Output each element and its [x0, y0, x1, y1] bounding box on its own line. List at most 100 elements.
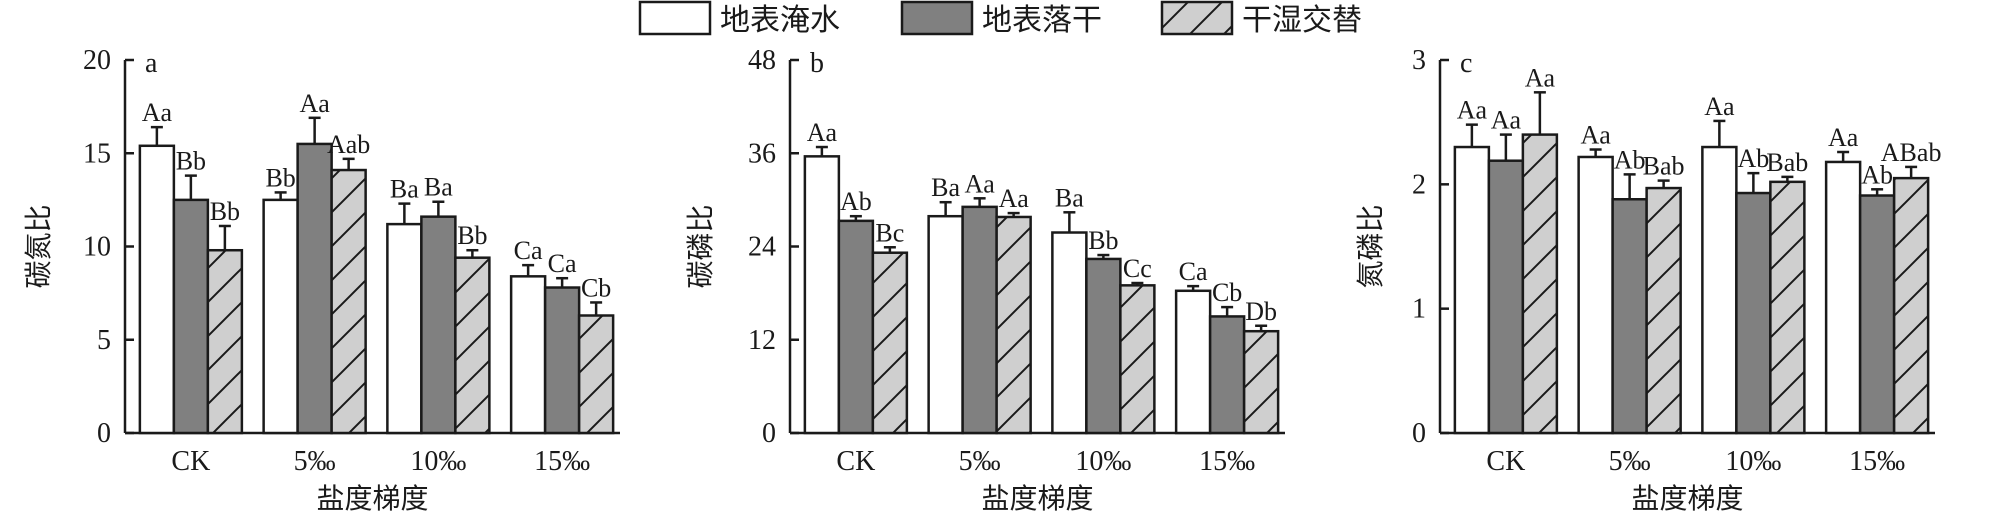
x-axis-title: 盐度梯度 [316, 482, 428, 515]
bar [871, 251, 909, 435]
significance-label: Aa [964, 169, 995, 198]
significance-label: Ba [424, 173, 453, 202]
y-axis-title: 氮磷比 [1354, 204, 1387, 288]
x-tick-label: 15‰ [1199, 446, 1255, 477]
significance-label: Ab [1614, 145, 1646, 174]
significance-label: Ab [840, 187, 872, 216]
bar [927, 214, 964, 435]
x-axis-title: 盐度梯度 [981, 482, 1093, 515]
y-tick-label: 3 [1412, 45, 1426, 76]
bar [1858, 194, 1896, 435]
significance-label: Aa [299, 89, 330, 118]
y-tick-label: 20 [83, 45, 111, 76]
bar [1085, 257, 1122, 435]
significance-label: Aa [1580, 121, 1611, 150]
y-tick-label: 2 [1412, 169, 1426, 200]
significance-label: Cb [581, 273, 611, 302]
bar [1611, 198, 1648, 435]
bar [138, 144, 176, 435]
y-axis-title: 碳磷比 [684, 204, 717, 288]
panel-letter: b [810, 48, 824, 79]
y-tick-label: 5 [97, 325, 111, 356]
y-tick-label: 10 [83, 232, 111, 263]
x-tick-label: 5‰ [294, 446, 336, 477]
bar [1051, 231, 1088, 435]
bar [1892, 176, 1930, 435]
x-tick-label: 15‰ [534, 446, 590, 477]
significance-label: Aa [142, 98, 173, 127]
bar [995, 215, 1032, 435]
bar [1701, 145, 1738, 435]
legend: 地表淹水 地表落干 干湿交替 [638, 0, 1362, 38]
x-tick-label: 10‰ [1725, 446, 1781, 477]
significance-label: Ba [390, 175, 419, 204]
legend-swatch-drying [900, 0, 974, 36]
y-axis-title: 碳氮比 [22, 204, 55, 288]
bar [1208, 315, 1246, 435]
bar [1521, 133, 1559, 435]
significance-label: Bb [1088, 226, 1118, 255]
x-axis-title: 盐度梯度 [1631, 482, 1743, 515]
significance-label: Aa [998, 184, 1029, 213]
y-tick-label: 48 [748, 45, 776, 76]
y-tick-label: 36 [748, 138, 776, 169]
y-tick-label: 12 [748, 325, 776, 356]
legend-item-alternating: 干湿交替 [1160, 0, 1362, 38]
legend-item-flooding: 地表淹水 [638, 0, 840, 38]
legend-label-flooding: 地表淹水 [720, 3, 840, 38]
bar [1119, 284, 1156, 435]
significance-label: Bab [1643, 152, 1685, 181]
significance-label: Aa [807, 118, 838, 147]
bar [172, 198, 210, 435]
bar [296, 142, 333, 435]
significance-label: Aa [1704, 92, 1735, 121]
bar [1769, 180, 1806, 435]
significance-label: Aa [1457, 96, 1488, 125]
bar [1242, 329, 1280, 435]
significance-label: Aa [1828, 123, 1859, 152]
significance-label: Aab [327, 130, 370, 159]
bar [262, 198, 299, 435]
x-tick-label: CK [836, 446, 875, 477]
bar [1174, 289, 1212, 435]
bar [577, 314, 615, 435]
x-tick-label: 5‰ [1609, 446, 1651, 477]
significance-label: Bb [176, 147, 206, 176]
x-tick-label: 10‰ [1075, 446, 1131, 477]
bar [330, 168, 367, 435]
y-tick-label: 0 [97, 418, 111, 449]
legend-label-alternating: 干湿交替 [1242, 3, 1362, 38]
y-tick-label: 0 [1412, 418, 1426, 449]
y-tick-label: 24 [748, 232, 776, 263]
significance-label: Cb [1212, 278, 1242, 307]
bar [1735, 191, 1772, 435]
panel-letter: c [1460, 48, 1472, 79]
significance-label: Ba [1055, 183, 1084, 212]
bar [803, 155, 841, 435]
y-tick-label: 1 [1412, 294, 1426, 325]
bar [1645, 186, 1682, 435]
significance-label: Db [1245, 297, 1277, 326]
legend-item-drying: 地表落干 [900, 0, 1102, 38]
significance-label: Ca [1179, 257, 1208, 286]
bar [420, 215, 457, 435]
x-tick-label: CK [1486, 446, 1525, 477]
significance-label: Aa [1491, 106, 1522, 135]
significance-label: Ab [1861, 160, 1893, 189]
bar [206, 248, 244, 435]
legend-swatch-flooding [638, 0, 712, 36]
significance-label: Bb [457, 221, 487, 250]
significance-label: Bb [210, 197, 240, 226]
y-tick-label: 15 [83, 138, 111, 169]
bar [509, 275, 547, 435]
x-tick-label: 5‰ [959, 446, 1001, 477]
x-tick-label: 10‰ [410, 446, 466, 477]
bar [1577, 155, 1614, 435]
significance-label: Cc [1123, 254, 1152, 283]
significance-label: Ba [931, 173, 960, 202]
bar [961, 205, 998, 435]
